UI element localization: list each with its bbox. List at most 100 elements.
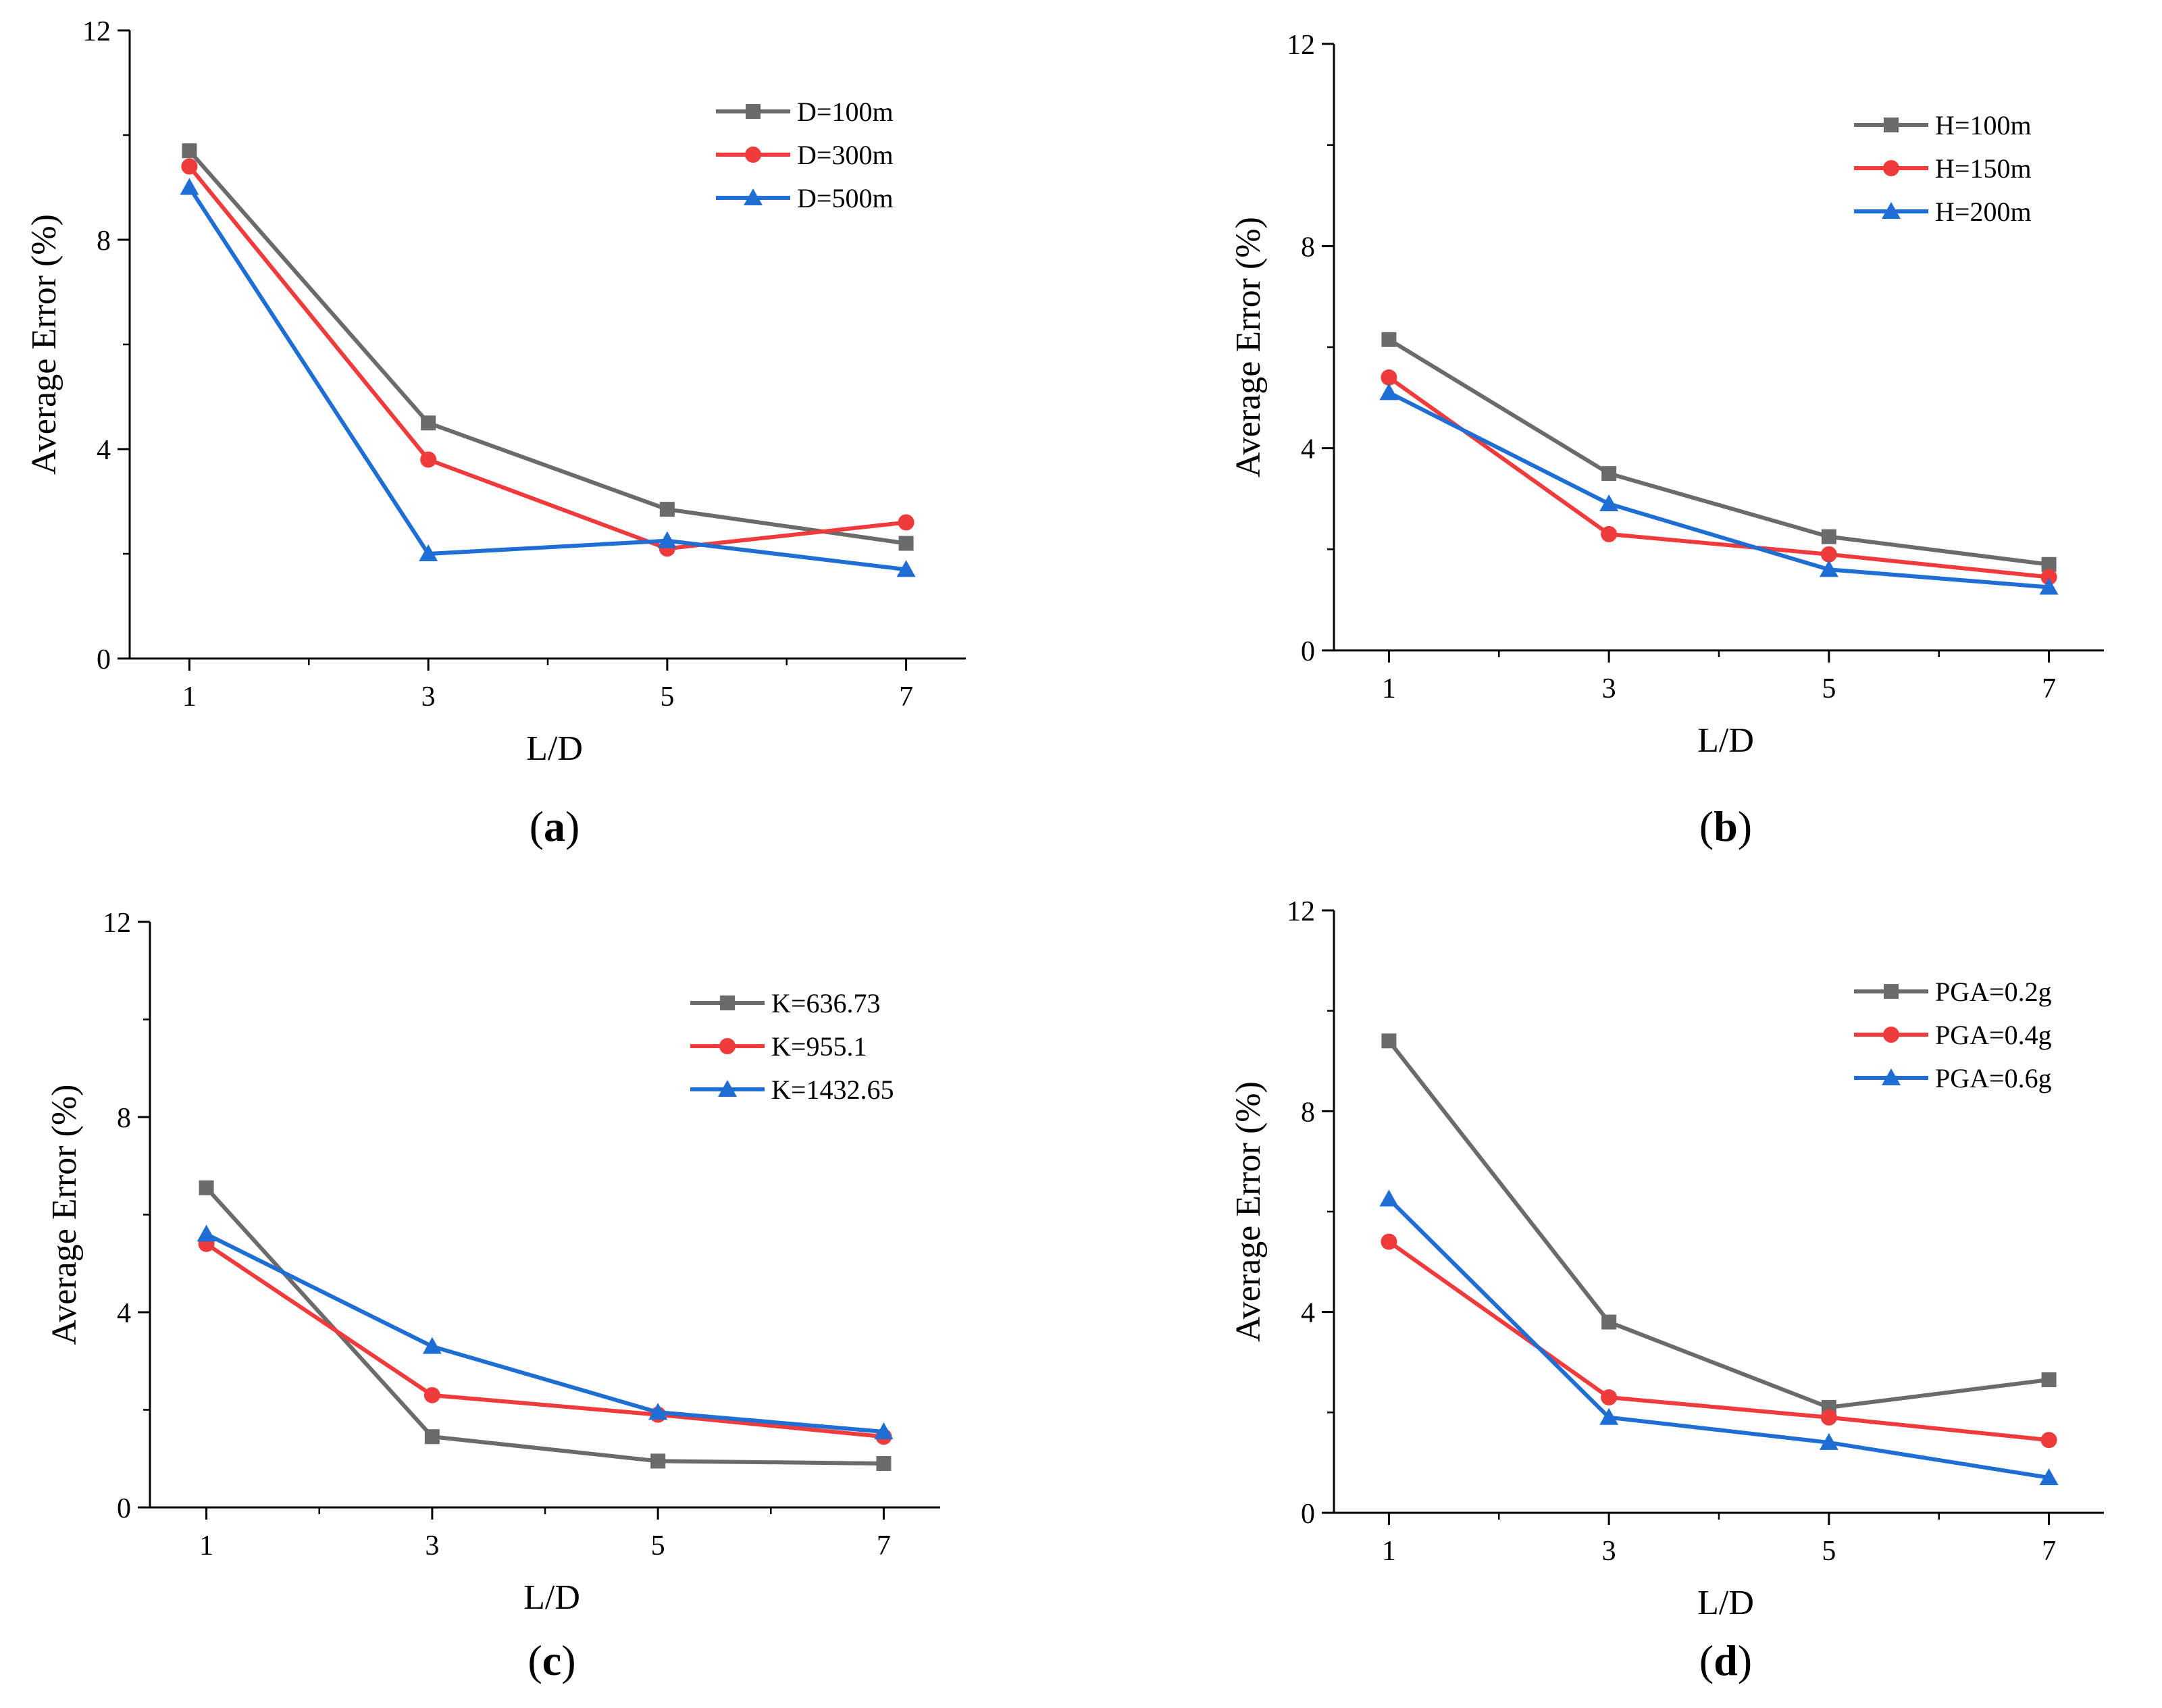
series-line [205,1186,884,1466]
data-point [2039,1468,2059,1485]
data-point [648,1403,668,1420]
data-point [1821,529,1836,544]
y-tick-label: 8 [1301,232,1315,263]
data-point [2041,1372,2057,1388]
data-point [650,1453,666,1469]
data-point [1820,546,1837,563]
legend-label: PGA=0.4g [1935,1020,2052,1050]
x-tick-label: 1 [1382,1536,1396,1567]
legend: PGA=0.2g PGA=0.4g PGA=0.6g [1854,977,2052,1093]
data-point [659,502,675,517]
x-tick-label: 7 [2042,673,2056,704]
y-tick-label: 0 [1301,636,1315,667]
x-tick-label: 3 [425,1530,439,1561]
data-point [876,1455,892,1471]
x-tick-label: 1 [199,1530,213,1561]
x-tick-label: 7 [877,1530,891,1561]
y-tick-label: 0 [97,644,111,675]
data-point [1379,383,1399,400]
legend-label: D=300m [797,140,894,170]
legend-marker [744,188,763,205]
panel-c: 1 3 5 7 0 4 8 12 L/D Average Error (%) K=636.73 K=9… [45,908,940,1684]
legend: D=100m D=300m D=500m [716,97,894,213]
x-tick-label: 3 [1602,673,1616,704]
series-PGA=0.6g [1379,1189,2059,1485]
y-tick-label: 4 [1301,434,1315,465]
series-line [188,165,906,551]
x-axis-label: L/D [1697,1584,1754,1622]
legend: H=100m H=150m H=200m [1854,110,2032,227]
legend-marker [720,995,735,1010]
legend-label: H=100m [1935,110,2032,140]
legend-label: K=636.73 [771,988,880,1018]
legend-marker [746,104,761,119]
data-point [1599,1407,1619,1425]
y-tick-label: 8 [97,226,111,257]
series-H=150m [1381,369,2057,586]
data-point [1381,369,1397,386]
y-tick-label: 12 [103,908,131,939]
series-line [188,149,906,546]
series-PGA=0.4g [1381,1233,2057,1449]
legend-marker [1882,202,1901,219]
legend-marker [1884,118,1899,132]
y-tick-label: 4 [97,435,111,466]
x-tick-label: 3 [421,681,436,713]
y-tick-label: 4 [1301,1298,1315,1329]
series-line [187,186,906,572]
series-D=100m [182,143,914,551]
data-point [197,1224,216,1242]
data-point [2040,569,2057,586]
data-point [898,514,915,531]
data-point [420,451,437,468]
data-point [1601,1389,1618,1406]
x-tick-label: 7 [899,681,913,713]
x-tick-label: 5 [1822,1536,1836,1567]
data-point [422,1337,442,1354]
legend-label: D=500m [797,183,894,213]
y-axis-label: Average Error (%) [1229,1081,1268,1342]
y-axis-label: Average Error (%) [25,214,63,475]
x-tick-label: 5 [651,1530,665,1561]
data-point [2040,1432,2057,1449]
panel-a: 1 3 5 7 0 4 8 12 L/D Average Error (%) D=100m D=300… [25,16,966,850]
series-H=200m [1379,383,2059,595]
data-point [419,544,438,561]
data-point [423,1387,440,1403]
series-line [1387,1240,2049,1443]
data-point [1381,332,1397,347]
series-D=500m [180,178,916,577]
y-tick-label: 12 [82,16,111,47]
series-line [1387,1039,2049,1409]
data-point [180,178,199,195]
panel-label: (d) [1699,1636,1752,1684]
data-point [874,1422,894,1440]
y-axis-label: Average Error (%) [1229,217,1268,477]
data-point [1601,1314,1617,1330]
x-tick-label: 5 [660,681,674,713]
series-line [205,1232,884,1434]
series-line [1387,338,2049,567]
legend-label: PGA=0.6g [1935,1063,2052,1093]
data-point [1599,494,1619,511]
legend-label: K=955.1 [771,1031,867,1062]
legend-marker [1884,984,1899,999]
y-tick-label: 12 [1287,30,1315,61]
legend-marker [1883,1027,1899,1043]
data-point [1379,1189,1399,1207]
series-line [1388,390,2049,590]
x-tick-label: 7 [2042,1536,2056,1567]
legend-marker [1883,160,1899,176]
series-line [1387,1197,2050,1480]
data-point [2039,577,2059,595]
legend-marker [745,147,761,163]
series-line [205,1242,884,1439]
data-point [1381,1033,1397,1049]
legend-marker [1882,1068,1901,1085]
x-tick-label: 1 [1382,673,1396,704]
panel-label: (b) [1699,802,1752,850]
data-point [2041,557,2057,572]
data-point [182,143,197,159]
x-axis-label: L/D [526,729,583,768]
series-K=1432.65 [197,1224,894,1440]
